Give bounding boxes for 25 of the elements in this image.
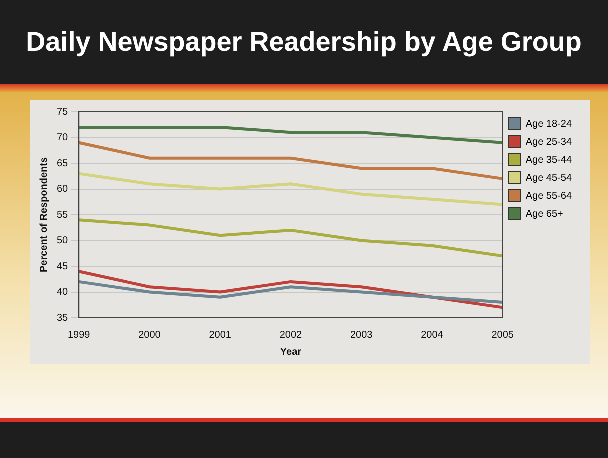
- legend-label: Age 25-34: [526, 136, 572, 148]
- x-tick-label: 2002: [280, 330, 303, 341]
- legend-label: Age 18-24: [526, 118, 572, 130]
- y-tick-label: 60: [57, 184, 69, 195]
- x-tick-label: 2003: [350, 330, 374, 341]
- y-tick-label: 65: [57, 158, 69, 170]
- y-tick-label: 45: [57, 261, 69, 272]
- y-tick-label: 75: [57, 106, 69, 118]
- y-tick-label: 55: [57, 210, 69, 221]
- x-tick-label: 2000: [138, 330, 162, 341]
- y-axis-title: Percent of Respondents: [38, 157, 50, 273]
- legend-label: Age 45-54: [526, 172, 572, 184]
- y-tick-label: 40: [57, 287, 69, 298]
- legend-label: Age 35-44: [526, 154, 572, 166]
- x-tick-label: 2004: [421, 330, 444, 341]
- chart-title: Daily Newspaper Readership by Age Group: [0, 0, 608, 84]
- x-tick-label: 2005: [492, 330, 514, 341]
- x-tick-label: 2001: [209, 330, 232, 341]
- x-tick-label: 1999: [68, 330, 91, 341]
- y-tick-label: 70: [57, 132, 69, 144]
- x-axis-title: Year: [280, 346, 302, 358]
- y-tick-label: 50: [57, 236, 69, 246]
- legend-label: Age 55-64: [526, 190, 572, 202]
- y-tick-label: 35: [57, 312, 69, 324]
- legend-label: Age 65+: [526, 208, 564, 220]
